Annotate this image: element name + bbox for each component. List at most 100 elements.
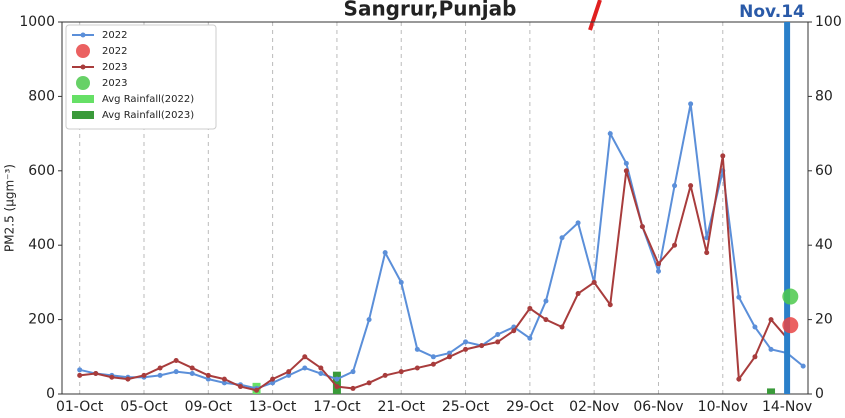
point <box>591 279 597 285</box>
legend-label: 2022 <box>102 30 127 41</box>
point <box>205 376 211 382</box>
point <box>543 298 549 304</box>
point <box>736 376 742 382</box>
point <box>430 361 436 367</box>
point <box>286 369 292 375</box>
point <box>254 387 260 393</box>
point <box>77 372 83 378</box>
point <box>382 250 388 256</box>
point <box>173 358 179 364</box>
y-tick-label: 1000 <box>19 14 55 30</box>
arrow <box>588 0 602 31</box>
y-tick-label: 600 <box>28 163 55 179</box>
legend-label: 2023 <box>102 62 127 73</box>
point <box>366 317 372 323</box>
point <box>768 346 774 352</box>
point <box>752 324 758 330</box>
legend-label: Avg Rainfall(2023) <box>102 110 194 121</box>
point <box>511 328 517 334</box>
point <box>688 101 694 107</box>
x-tick-label: 06-Nov <box>633 399 683 415</box>
point <box>704 235 710 241</box>
x-tick-label: 13-Oct <box>249 399 297 415</box>
y-tick-label: 0 <box>46 386 55 402</box>
point <box>77 367 83 373</box>
x-tick-label: 02-Nov <box>569 399 619 415</box>
point <box>655 261 661 267</box>
point <box>382 372 388 378</box>
point <box>607 302 613 308</box>
legend-swatch <box>72 95 94 103</box>
y2-tick-label: 20 <box>815 312 833 328</box>
x-tick-label: 29-Oct <box>506 399 554 415</box>
x-tick-label: 17-Oct <box>313 399 361 415</box>
point <box>559 324 565 330</box>
rainfall-bar <box>332 371 341 394</box>
chart-title: Sangrur,Punjab <box>344 0 517 21</box>
point <box>109 374 115 380</box>
x-tick-label: 25-Oct <box>442 399 490 415</box>
point <box>688 183 694 189</box>
x-tick-label: 05-Oct <box>120 399 168 415</box>
point <box>543 317 549 323</box>
plot-frame <box>61 21 809 395</box>
x-tick-label: 09-Oct <box>185 399 233 415</box>
point <box>334 376 340 382</box>
y2-tick-label: 0 <box>815 386 824 402</box>
point <box>559 235 565 241</box>
legend-label: 2023 <box>102 78 127 89</box>
point <box>318 371 324 377</box>
point <box>286 372 292 378</box>
point <box>366 380 372 386</box>
point <box>800 363 806 369</box>
point <box>334 384 340 390</box>
point <box>655 268 661 274</box>
point <box>318 365 324 371</box>
point <box>527 305 533 311</box>
point <box>672 242 678 248</box>
x-tick-label: 10-Nov <box>698 399 748 415</box>
point <box>607 131 613 137</box>
point <box>398 279 404 285</box>
point <box>575 291 581 297</box>
rainfall-bar <box>767 388 776 394</box>
legend-swatch <box>80 64 86 70</box>
y2-tick-label: 100 <box>815 14 842 30</box>
point <box>495 339 501 345</box>
y2-tick-label: 80 <box>815 88 833 104</box>
point <box>302 365 308 371</box>
series-line <box>79 103 804 390</box>
point <box>495 331 501 337</box>
point <box>270 380 276 386</box>
point <box>575 220 581 226</box>
point <box>463 346 469 352</box>
highlight-point <box>782 317 799 334</box>
point <box>350 369 356 375</box>
y-tick-label: 800 <box>28 88 55 104</box>
point <box>639 224 645 230</box>
y-tick-label: 200 <box>28 312 55 328</box>
point <box>157 365 163 371</box>
point <box>479 343 485 349</box>
x-tick-label: 14-Nov <box>762 399 812 415</box>
legend-box <box>65 24 217 130</box>
point <box>398 369 404 375</box>
legend-label: 2022 <box>102 46 127 57</box>
point <box>221 380 227 386</box>
point <box>623 160 629 166</box>
point <box>414 365 420 371</box>
point <box>736 294 742 300</box>
y-tick-label: 400 <box>28 237 55 253</box>
point <box>350 385 356 391</box>
point <box>125 376 131 382</box>
point <box>141 372 147 378</box>
point <box>173 369 179 375</box>
legend-swatch <box>80 32 86 38</box>
point <box>527 335 533 341</box>
legend: 2022 2022 2023 2023 Avg Rainfall(2022) Avg Ra… <box>65 24 217 130</box>
point <box>446 354 452 360</box>
legend-swatch <box>76 44 90 58</box>
point <box>623 168 629 174</box>
y2-tick-label: 40 <box>815 237 833 253</box>
